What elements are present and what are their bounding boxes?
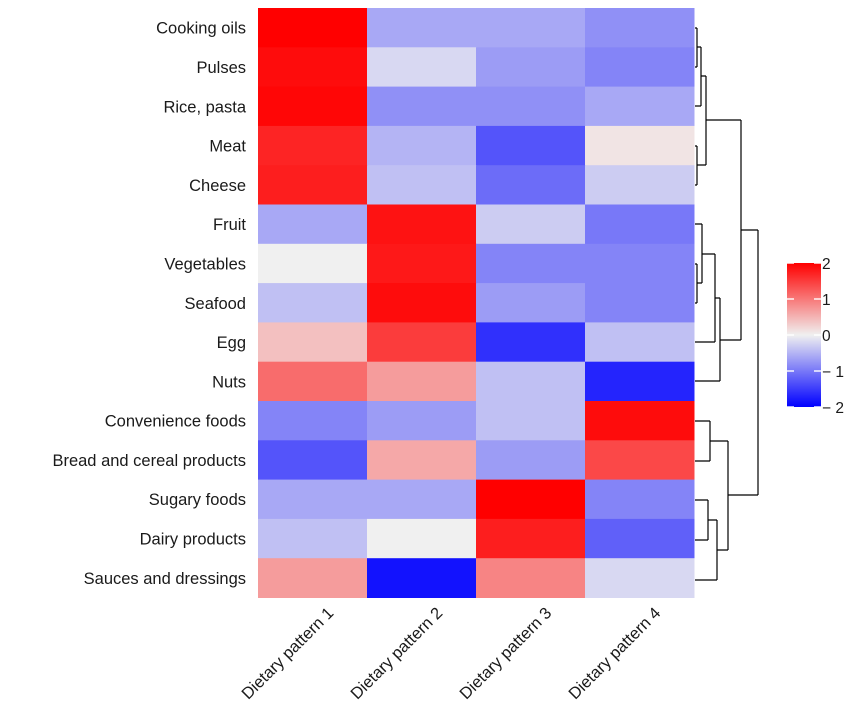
row-label: Nuts [212, 373, 246, 391]
heatmap-cell [258, 125, 368, 166]
heatmap-cell [367, 8, 477, 48]
heatmap-cell [258, 440, 368, 481]
column-label: Dietary pattern 2 [347, 604, 446, 703]
heatmap-cell [585, 86, 695, 127]
heatmap-cell [585, 401, 695, 441]
color-legend: 2 1 0 − 1 − 2 [787, 256, 844, 417]
heatmap-cell [367, 518, 477, 559]
heatmap-cell [476, 47, 586, 88]
row-label: Sauces and dressings [84, 570, 246, 588]
heatmap-cell [476, 283, 586, 323]
dendrogram-branches [695, 27, 759, 581]
heatmap-cell [476, 322, 586, 363]
heatmap-cell [585, 204, 695, 245]
heatmap-cell [367, 243, 477, 284]
row-label: Fruit [213, 216, 246, 234]
heatmap-cell [476, 401, 586, 441]
legend-tick-label: − 1 [822, 364, 844, 381]
heatmap-cells [258, 8, 695, 598]
heatmap-cell [585, 361, 695, 402]
legend-tick-label: − 2 [822, 400, 844, 417]
heatmap-cell [476, 361, 586, 402]
legend-tick-label: 1 [822, 292, 831, 309]
row-label: Pulses [196, 59, 246, 77]
heatmap-cell [367, 86, 477, 127]
heatmap-cell [585, 125, 695, 166]
heatmap-cell [476, 125, 586, 166]
row-label: Rice, pasta [163, 98, 246, 116]
row-dendrogram [695, 27, 759, 581]
legend-tick-label: 2 [822, 256, 831, 273]
heatmap-cell [585, 165, 695, 205]
row-label: Sugary foods [149, 491, 246, 509]
row-label: Bread and cereal products [52, 452, 246, 470]
row-label: Convenience foods [105, 413, 246, 431]
heatmap-cell [476, 558, 586, 598]
heatmap-cell [367, 47, 477, 88]
heatmap-cell [476, 243, 586, 284]
column-label: Dietary pattern 1 [238, 604, 337, 703]
heatmap-cell [258, 361, 368, 402]
row-label: Seafood [185, 295, 246, 313]
heatmap-cell [258, 558, 368, 598]
column-label: Dietary pattern 4 [565, 604, 664, 703]
heatmap-cell [258, 165, 368, 205]
heatmap-cell [585, 243, 695, 284]
heatmap-cell [367, 558, 477, 598]
row-label: Vegetables [164, 255, 246, 273]
column-labels: Dietary pattern 1 Dietary pattern 2 Dietar… [238, 604, 664, 703]
row-label: Cheese [189, 177, 246, 195]
heatmap-cell [258, 518, 368, 559]
heatmap-cell [258, 479, 368, 520]
heatmap-cell [585, 8, 695, 48]
heatmap-cell [585, 518, 695, 559]
heatmap-cell [585, 283, 695, 323]
heatmap-cell [476, 479, 586, 520]
heatmap-cell [258, 401, 368, 441]
heatmap-cell [585, 440, 695, 481]
heatmap-cell [476, 204, 586, 245]
heatmap-cell [476, 86, 586, 127]
heatmap-cell [476, 8, 586, 48]
column-label: Dietary pattern 3 [456, 604, 555, 703]
legend-tick-label: 0 [822, 328, 831, 345]
row-label: Egg [217, 334, 246, 352]
heatmap-cell [258, 322, 368, 363]
heatmap-cell [367, 204, 477, 245]
heatmap-cell [476, 165, 586, 205]
row-label: Meat [209, 138, 246, 156]
heatmap-cell [585, 479, 695, 520]
heatmap-cell [367, 283, 477, 323]
heatmap-cell [367, 440, 477, 481]
heatmap-cell [585, 47, 695, 88]
heatmap-cell [367, 165, 477, 205]
heatmap-cell [258, 86, 368, 127]
heatmap-cell [367, 401, 477, 441]
heatmap-cell [367, 322, 477, 363]
row-labels: Cooking oils Pulses Rice, pasta Meat Cheese F… [52, 20, 246, 588]
row-label: Cooking oils [156, 20, 246, 38]
heatmap-cell [258, 8, 368, 48]
heatmap-cell [585, 322, 695, 363]
row-label: Dairy products [140, 531, 246, 549]
heatmap-cell [585, 558, 695, 598]
heatmap-cell [258, 283, 368, 323]
heatmap-cell [476, 518, 586, 559]
heatmap-cell [367, 125, 477, 166]
heatmap-cell [258, 243, 368, 284]
heatmap-cell [367, 361, 477, 402]
heatmap-cell [258, 47, 368, 88]
heatmap-cell [367, 479, 477, 520]
heatmap-cell [258, 204, 368, 245]
heatmap-cell [476, 440, 586, 481]
